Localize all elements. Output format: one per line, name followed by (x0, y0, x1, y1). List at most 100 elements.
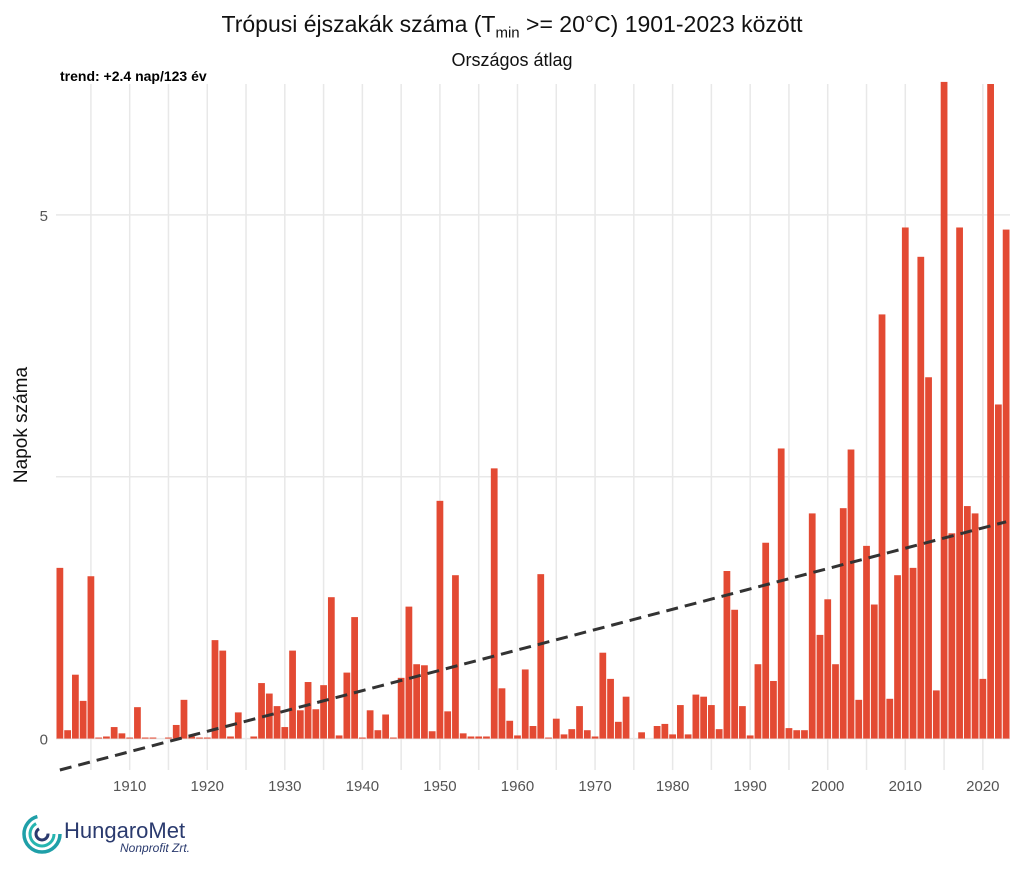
bar-1990 (746, 735, 754, 739)
bar-1910 (126, 737, 134, 739)
bar-1915 (165, 737, 172, 739)
bar-1949 (428, 731, 436, 739)
bar-1930 (281, 727, 289, 739)
bar-1981 (676, 705, 684, 739)
bar-1947 (413, 664, 421, 739)
bar-1958 (498, 688, 506, 739)
bar-1982 (684, 734, 692, 739)
bar-1994 (777, 448, 785, 739)
bar-1931 (289, 650, 296, 739)
bar-1959 (506, 720, 514, 739)
bar-1939 (351, 617, 358, 739)
bar-1954 (467, 736, 475, 739)
bar-2014 (932, 690, 940, 739)
bar-1908 (110, 727, 118, 739)
bar-1937 (335, 735, 343, 739)
bar-1929 (273, 706, 281, 739)
bar-1984 (700, 696, 708, 739)
bar-1985 (708, 705, 715, 739)
logo-subtext: Nonprofit Zrt. (120, 841, 191, 855)
bar-1987 (723, 571, 731, 739)
bar-1955 (475, 736, 483, 739)
bar-1950 (436, 500, 444, 739)
chart-subtitle: Országos átlag (451, 50, 573, 70)
bar-1976 (638, 732, 645, 739)
bar-2021 (987, 84, 994, 739)
bar-1941 (366, 710, 374, 739)
bar-2019 (971, 513, 979, 739)
bar-1957 (490, 468, 498, 739)
bar-1962 (529, 726, 537, 739)
bar-1980 (669, 734, 676, 739)
bar-1970 (591, 736, 599, 739)
bar-1978 (653, 726, 661, 739)
bar-1953 (459, 733, 467, 739)
x-tick-label: 1990 (733, 778, 766, 795)
bar-2005 (863, 545, 870, 739)
x-tick-label: 2010 (889, 778, 922, 795)
trend-line (59, 520, 1007, 772)
bar-2009 (894, 575, 901, 739)
bar-1961 (521, 669, 529, 739)
chart-title: Trópusi éjszakák száma (Tmin >= 20°C) 19… (221, 11, 803, 42)
bar-2008 (886, 698, 894, 739)
swirl-icon (22, 814, 62, 854)
bar-1944 (390, 737, 397, 739)
x-tick-label: 1970 (578, 778, 611, 795)
bar-1948 (421, 665, 428, 739)
bar-1952 (452, 575, 459, 739)
bar-2018 (963, 506, 971, 739)
bar-2015 (940, 81, 948, 739)
bar-1956 (483, 736, 490, 739)
bar-1972 (607, 678, 614, 739)
bar-1966 (560, 734, 568, 739)
y-tick-label: 5 (40, 208, 48, 225)
bar-2023 (1002, 229, 1010, 739)
bar-1918 (188, 736, 196, 739)
bar-1923 (227, 736, 234, 739)
bar-1995 (785, 728, 793, 739)
bar-1964 (545, 737, 552, 739)
logo-text: HungaroMet (64, 818, 186, 843)
bar-1960 (514, 735, 521, 739)
bar-2013 (925, 377, 932, 739)
bar-1938 (343, 672, 351, 739)
bar-1904 (79, 700, 87, 739)
bar-1913 (149, 737, 157, 739)
bar-1988 (731, 609, 739, 739)
hungaromet-logo: HungaroMet Nonprofit Zrt. (20, 812, 260, 862)
bar-2002 (839, 508, 847, 739)
bar-1967 (568, 729, 576, 739)
bar-1902 (64, 730, 72, 739)
bar-1932 (296, 710, 304, 739)
bar-2011 (909, 567, 917, 739)
bar-1936 (327, 597, 335, 739)
x-tick-label: 2020 (966, 778, 999, 795)
bar-1979 (661, 723, 669, 739)
axis-ticks: 0 5 1910 1920 1930 1940 1950 1960 1970 1980 1990 20… (40, 208, 1000, 795)
bar-1906 (95, 737, 103, 739)
bar-1924 (234, 712, 242, 739)
bar-2003 (847, 449, 855, 739)
bar-1973 (614, 721, 622, 739)
bar-1965 (552, 718, 560, 739)
bar-1916 (172, 724, 180, 739)
bar-1934 (312, 709, 320, 739)
bar-1992 (762, 542, 770, 739)
bar-1969 (583, 730, 591, 739)
bar-1998 (808, 513, 816, 739)
bar-1920 (203, 737, 211, 739)
bar-2001 (832, 664, 839, 739)
bar-1946 (405, 606, 413, 739)
x-tick-label: 1950 (423, 778, 456, 795)
bar-2010 (901, 227, 909, 739)
bar-1903 (72, 674, 79, 739)
bars (56, 81, 1010, 739)
x-tick-label: 1910 (113, 778, 146, 795)
x-tick-label: 1930 (268, 778, 301, 795)
bar-1927 (258, 683, 265, 739)
trend-line-segment (59, 520, 1007, 772)
bar-2006 (870, 604, 878, 739)
x-tick-label: 1960 (501, 778, 534, 795)
